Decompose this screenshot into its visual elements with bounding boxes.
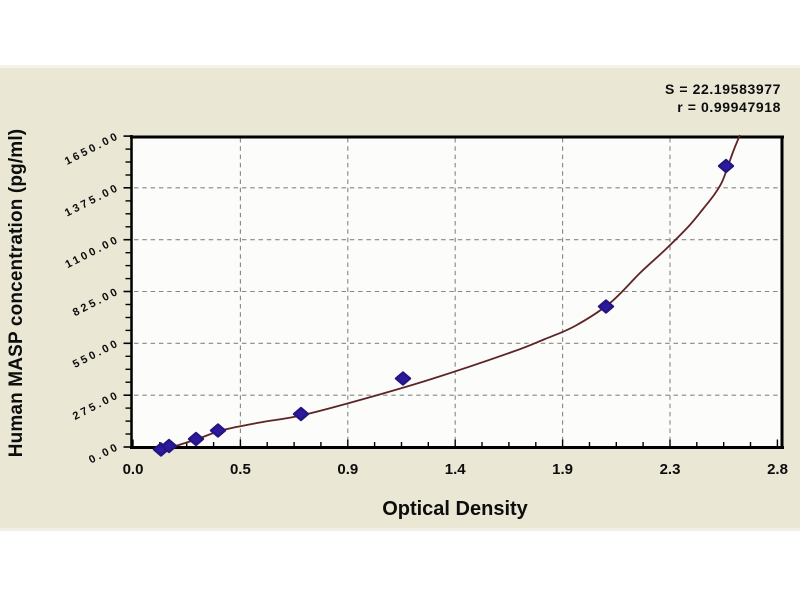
svg-text:2.3: 2.3: [660, 461, 681, 478]
svg-text:0.0: 0.0: [123, 461, 144, 478]
svg-text:S = 22.19583977: S = 22.19583977: [665, 81, 781, 97]
svg-text:0.9: 0.9: [337, 461, 358, 478]
svg-text:r = 0.99947918: r = 0.99947918: [677, 99, 781, 115]
svg-text:Optical Density: Optical Density: [382, 498, 528, 520]
svg-text:2.8: 2.8: [767, 461, 788, 478]
svg-text:1.9: 1.9: [552, 461, 573, 478]
svg-text:Human MASP concentration (pg/m: Human MASP concentration (pg/ml): [6, 129, 27, 458]
svg-text:1.4: 1.4: [445, 461, 467, 478]
svg-text:0.5: 0.5: [230, 461, 251, 478]
